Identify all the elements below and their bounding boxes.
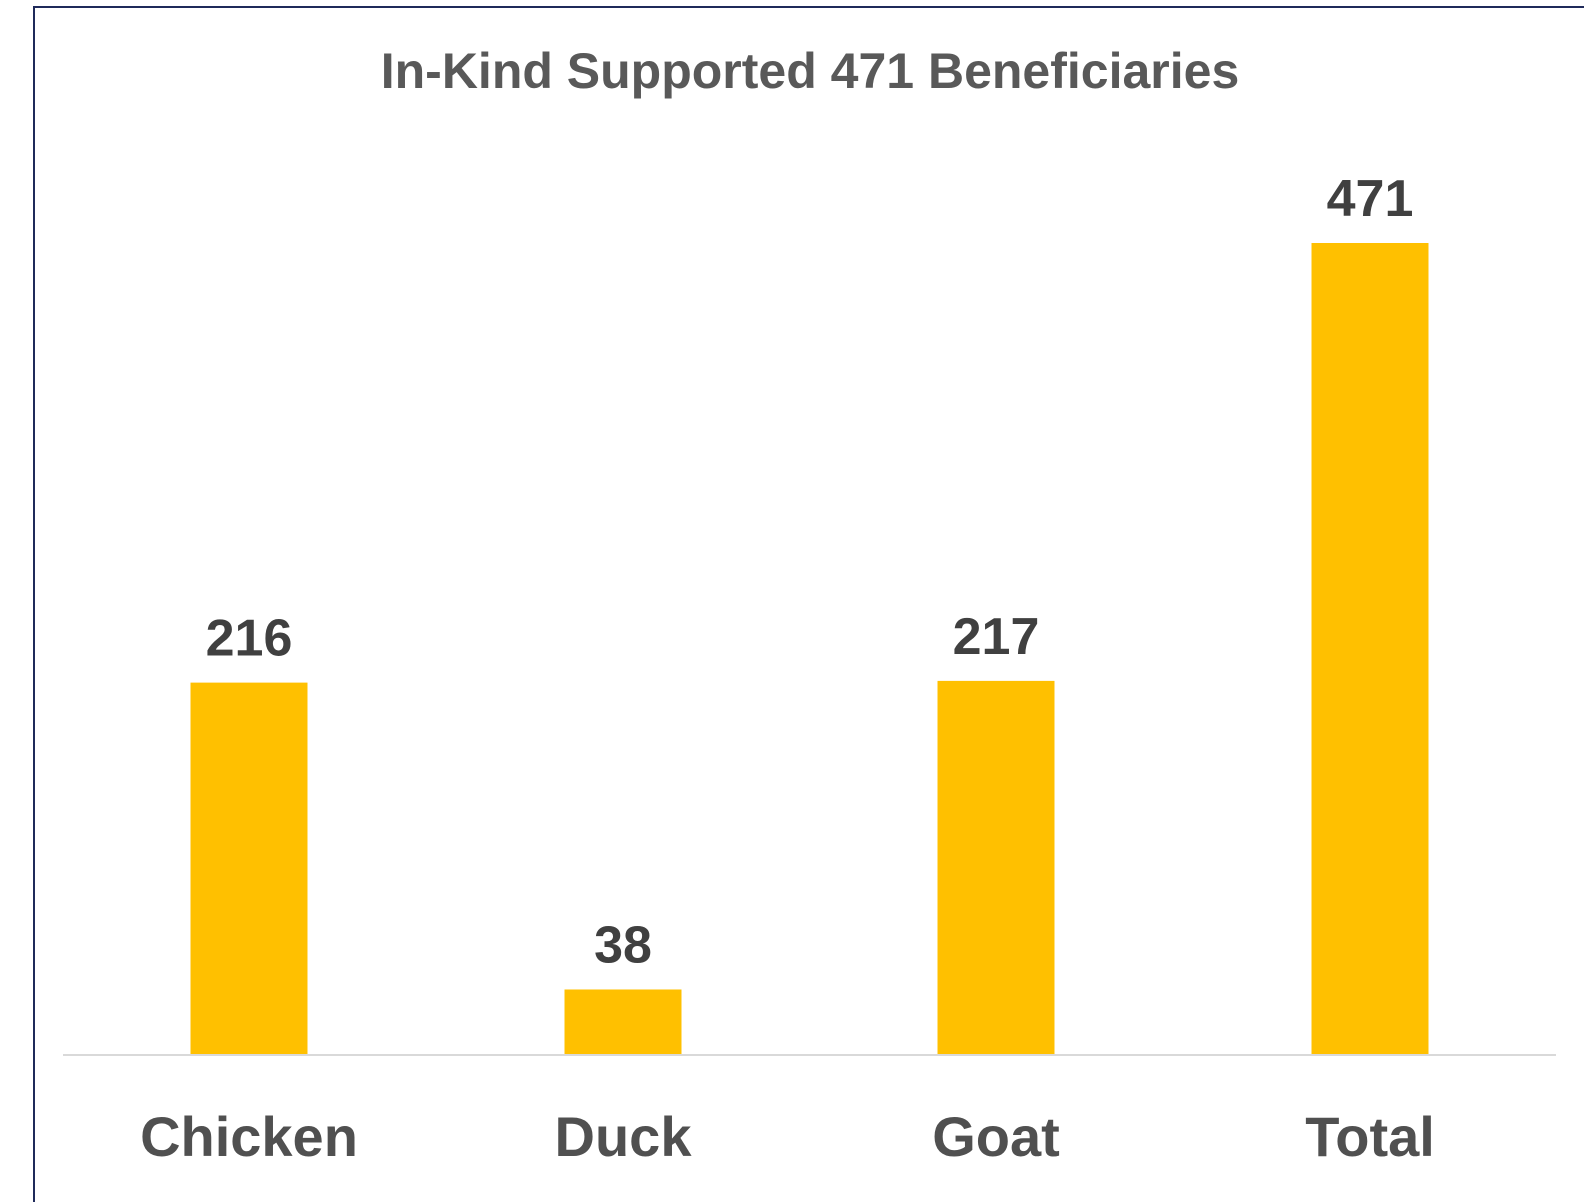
chart-title: In-Kind Supported 471 Beneficiaries <box>381 43 1240 99</box>
data-label-goat: 217 <box>953 608 1040 666</box>
labels-layer: 216 Chicken 38 Duck 217 Goat 471 Total <box>140 170 1435 1168</box>
data-label-total: 471 <box>1327 170 1414 228</box>
data-label-duck: 38 <box>594 916 652 974</box>
category-label-total: Total <box>1305 1105 1435 1168</box>
category-label-goat: Goat <box>932 1105 1060 1168</box>
bar-goat <box>937 680 1055 1055</box>
bars-layer <box>190 243 1429 1055</box>
bar-total <box>1311 243 1429 1055</box>
bar-chicken <box>190 682 308 1055</box>
bar-duck <box>564 989 682 1055</box>
chart-frame <box>33 6 1584 1202</box>
category-label-duck: Duck <box>555 1105 693 1168</box>
category-label-chicken: Chicken <box>140 1105 358 1168</box>
data-label-chicken: 216 <box>206 610 293 668</box>
